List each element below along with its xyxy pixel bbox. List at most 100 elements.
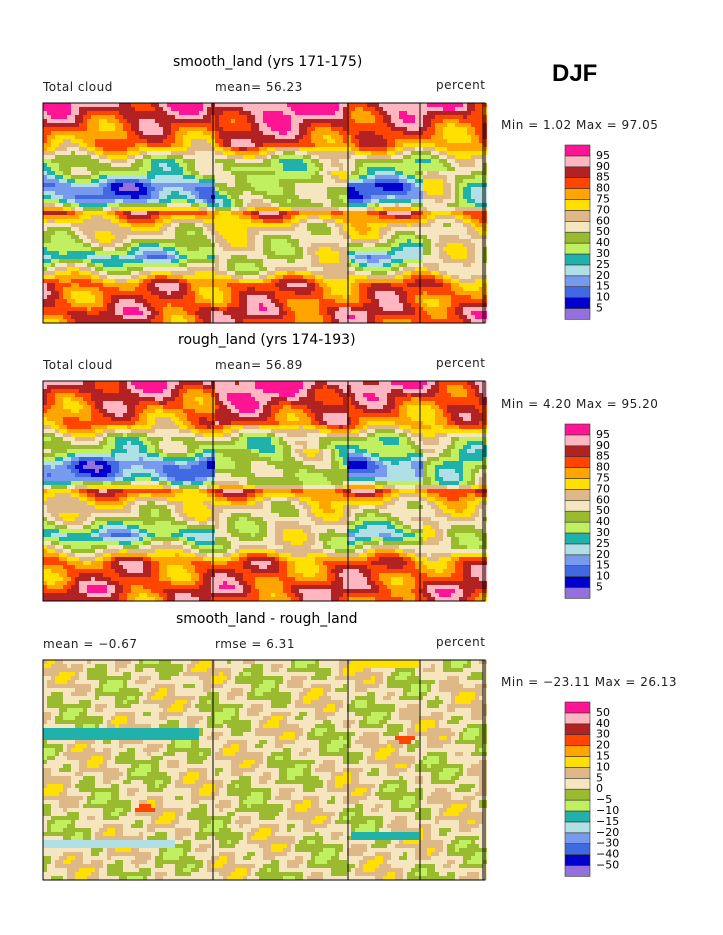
contour-cell xyxy=(159,127,163,131)
contour-cell xyxy=(47,259,51,263)
contour-cell xyxy=(107,279,111,283)
contour-cell xyxy=(47,143,51,147)
contour-cell xyxy=(159,151,163,155)
contour-cell xyxy=(407,271,411,275)
contour-cell xyxy=(427,151,431,155)
contour-cell xyxy=(199,199,203,203)
contour-cell xyxy=(135,271,139,275)
contour-cell xyxy=(43,171,47,175)
contour-cell xyxy=(147,131,151,135)
contour-cell xyxy=(47,123,51,127)
contour-cell xyxy=(59,147,63,151)
contour-cell xyxy=(191,279,195,283)
contour-cell xyxy=(291,231,295,235)
contour-cell xyxy=(431,163,435,167)
contour-cell xyxy=(411,115,415,119)
contour-cell xyxy=(415,175,419,179)
contour-cell xyxy=(439,143,443,147)
contour-cell xyxy=(407,267,411,271)
contour-cell xyxy=(379,223,383,227)
contour-cell xyxy=(347,195,351,199)
contour-cell xyxy=(391,111,395,115)
contour-cell xyxy=(343,151,347,155)
contour-cell xyxy=(327,219,331,223)
contour-cell xyxy=(283,171,287,175)
contour-cell xyxy=(163,155,167,159)
contour-cell xyxy=(43,107,47,111)
contour-cell xyxy=(475,159,479,163)
contour-cell xyxy=(419,135,423,139)
contour-cell xyxy=(351,207,355,211)
contour-cell xyxy=(135,115,139,119)
contour-cell xyxy=(255,223,259,227)
contour-cell xyxy=(99,219,103,223)
contour-cell xyxy=(147,183,151,187)
contour-cell xyxy=(59,243,63,247)
contour-cell xyxy=(315,151,319,155)
contour-cell xyxy=(71,259,75,263)
contour-cell xyxy=(91,223,95,227)
contour-cell xyxy=(439,187,443,191)
contour-cell xyxy=(91,207,95,211)
contour-cell xyxy=(115,251,119,255)
contour-cell xyxy=(187,235,191,239)
contour-cell xyxy=(423,199,427,203)
contour-cell xyxy=(147,227,151,231)
contour-cell xyxy=(419,199,423,203)
contour-cell xyxy=(111,275,115,279)
contour-cell xyxy=(475,219,479,223)
contour-cell xyxy=(323,195,327,199)
contour-cell xyxy=(435,227,439,231)
contour-cell xyxy=(283,123,287,127)
contour-cell xyxy=(155,279,159,283)
contour-cell xyxy=(207,219,211,223)
contour-cell xyxy=(363,111,367,115)
contour-cell xyxy=(231,199,235,203)
contour-cell xyxy=(175,235,179,239)
contour-cell xyxy=(207,131,211,135)
contour-cell xyxy=(327,175,331,179)
contour-cell xyxy=(399,191,403,195)
contour-cell xyxy=(443,143,447,147)
contour-cell xyxy=(47,279,51,283)
contour-cell xyxy=(319,191,323,195)
contour-cell xyxy=(91,135,95,139)
contour-cell xyxy=(475,247,479,251)
contour-cell xyxy=(479,203,483,207)
contour-cell xyxy=(147,127,151,131)
contour-cell xyxy=(315,215,319,219)
contour-cell xyxy=(391,227,395,231)
contour-cell xyxy=(475,139,479,143)
contour-cell xyxy=(191,263,195,267)
contour-cell xyxy=(91,251,95,255)
contour-cell xyxy=(379,227,383,231)
contour-cell xyxy=(71,207,75,211)
contour-cell xyxy=(475,103,479,107)
contour-cell xyxy=(471,195,475,199)
contour-cell xyxy=(427,275,431,279)
contour-cell xyxy=(279,151,283,155)
contour-cell xyxy=(171,119,175,123)
contour-cell xyxy=(143,211,147,215)
contour-cell xyxy=(215,131,219,135)
contour-cell xyxy=(67,155,71,159)
contour-cell xyxy=(359,207,363,211)
contour-cell xyxy=(195,243,199,247)
contour-cell xyxy=(75,131,79,135)
contour-cell xyxy=(431,215,435,219)
contour-cell xyxy=(395,191,399,195)
contour-cell xyxy=(79,187,83,191)
contour-cell xyxy=(143,151,147,155)
contour-cell xyxy=(159,111,163,115)
contour-cell xyxy=(259,219,263,223)
contour-cell xyxy=(255,219,259,223)
contour-cell xyxy=(247,279,251,283)
contour-cell xyxy=(195,203,199,207)
contour-cell xyxy=(319,247,323,251)
contour-cell xyxy=(159,207,163,211)
contour-cell xyxy=(71,223,75,227)
contour-cell xyxy=(147,219,151,223)
contour-cell xyxy=(59,215,63,219)
contour-cell xyxy=(291,275,295,279)
contour-cell xyxy=(243,247,247,251)
